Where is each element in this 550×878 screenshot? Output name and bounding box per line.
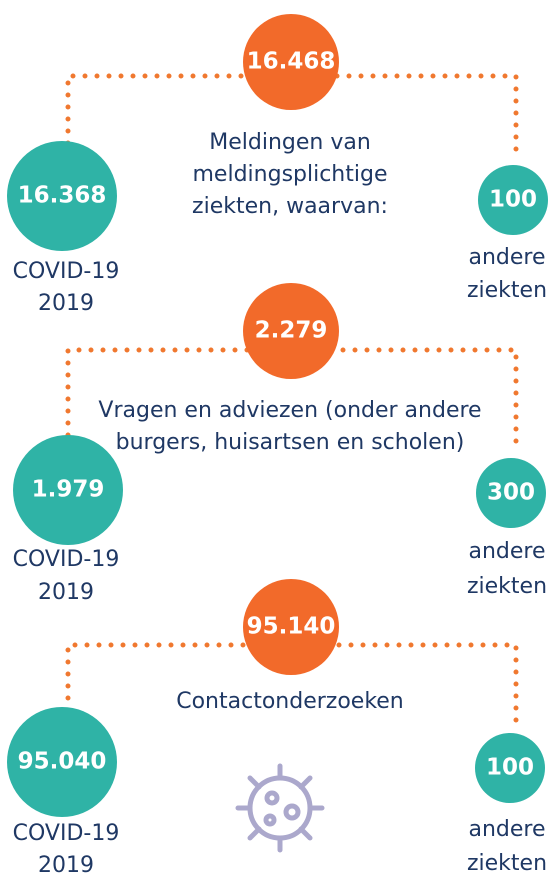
description: Meldingen van bbox=[209, 130, 371, 155]
left-label: 2019 bbox=[38, 291, 94, 316]
right-label: andere bbox=[468, 539, 545, 564]
total-value: 2.279 bbox=[255, 318, 328, 344]
right-value: 100 bbox=[489, 187, 537, 213]
virus-icon bbox=[235, 763, 325, 853]
description: Vragen en adviezen (onder andere bbox=[98, 398, 481, 423]
total-circle bbox=[243, 283, 339, 379]
description: Contactonderzoeken bbox=[176, 689, 404, 714]
left-value: 1.979 bbox=[32, 477, 105, 503]
right-label: ziekten bbox=[467, 574, 547, 599]
left-circle bbox=[13, 435, 123, 545]
right-value: 300 bbox=[487, 480, 535, 506]
left-label: COVID-19 bbox=[13, 821, 120, 846]
total-value: 95.140 bbox=[247, 614, 336, 640]
description: ziekten, waarvan: bbox=[192, 194, 388, 219]
left-label: COVID-19 bbox=[13, 547, 120, 572]
right-value: 100 bbox=[486, 755, 534, 781]
right-label: ziekten bbox=[467, 278, 547, 303]
description: meldingsplichtige bbox=[193, 162, 388, 187]
left-label: COVID-19 bbox=[13, 259, 120, 284]
left-circle bbox=[7, 141, 117, 251]
left-value: 95.040 bbox=[18, 749, 107, 775]
right-circle bbox=[478, 165, 548, 235]
left-circle bbox=[7, 707, 117, 817]
left-label: 2019 bbox=[38, 580, 94, 605]
right-label: andere bbox=[468, 817, 545, 842]
left-value: 16.368 bbox=[18, 183, 107, 209]
total-circle bbox=[243, 579, 339, 675]
total-value: 16.468 bbox=[247, 49, 336, 75]
right-label: andere bbox=[468, 245, 545, 270]
left-label: 2019 bbox=[38, 853, 94, 878]
right-circle bbox=[475, 733, 545, 803]
total-circle bbox=[243, 14, 339, 110]
right-circle bbox=[476, 458, 546, 528]
right-label: ziekten bbox=[467, 851, 547, 876]
description: burgers, huisartsen en scholen) bbox=[116, 430, 465, 455]
